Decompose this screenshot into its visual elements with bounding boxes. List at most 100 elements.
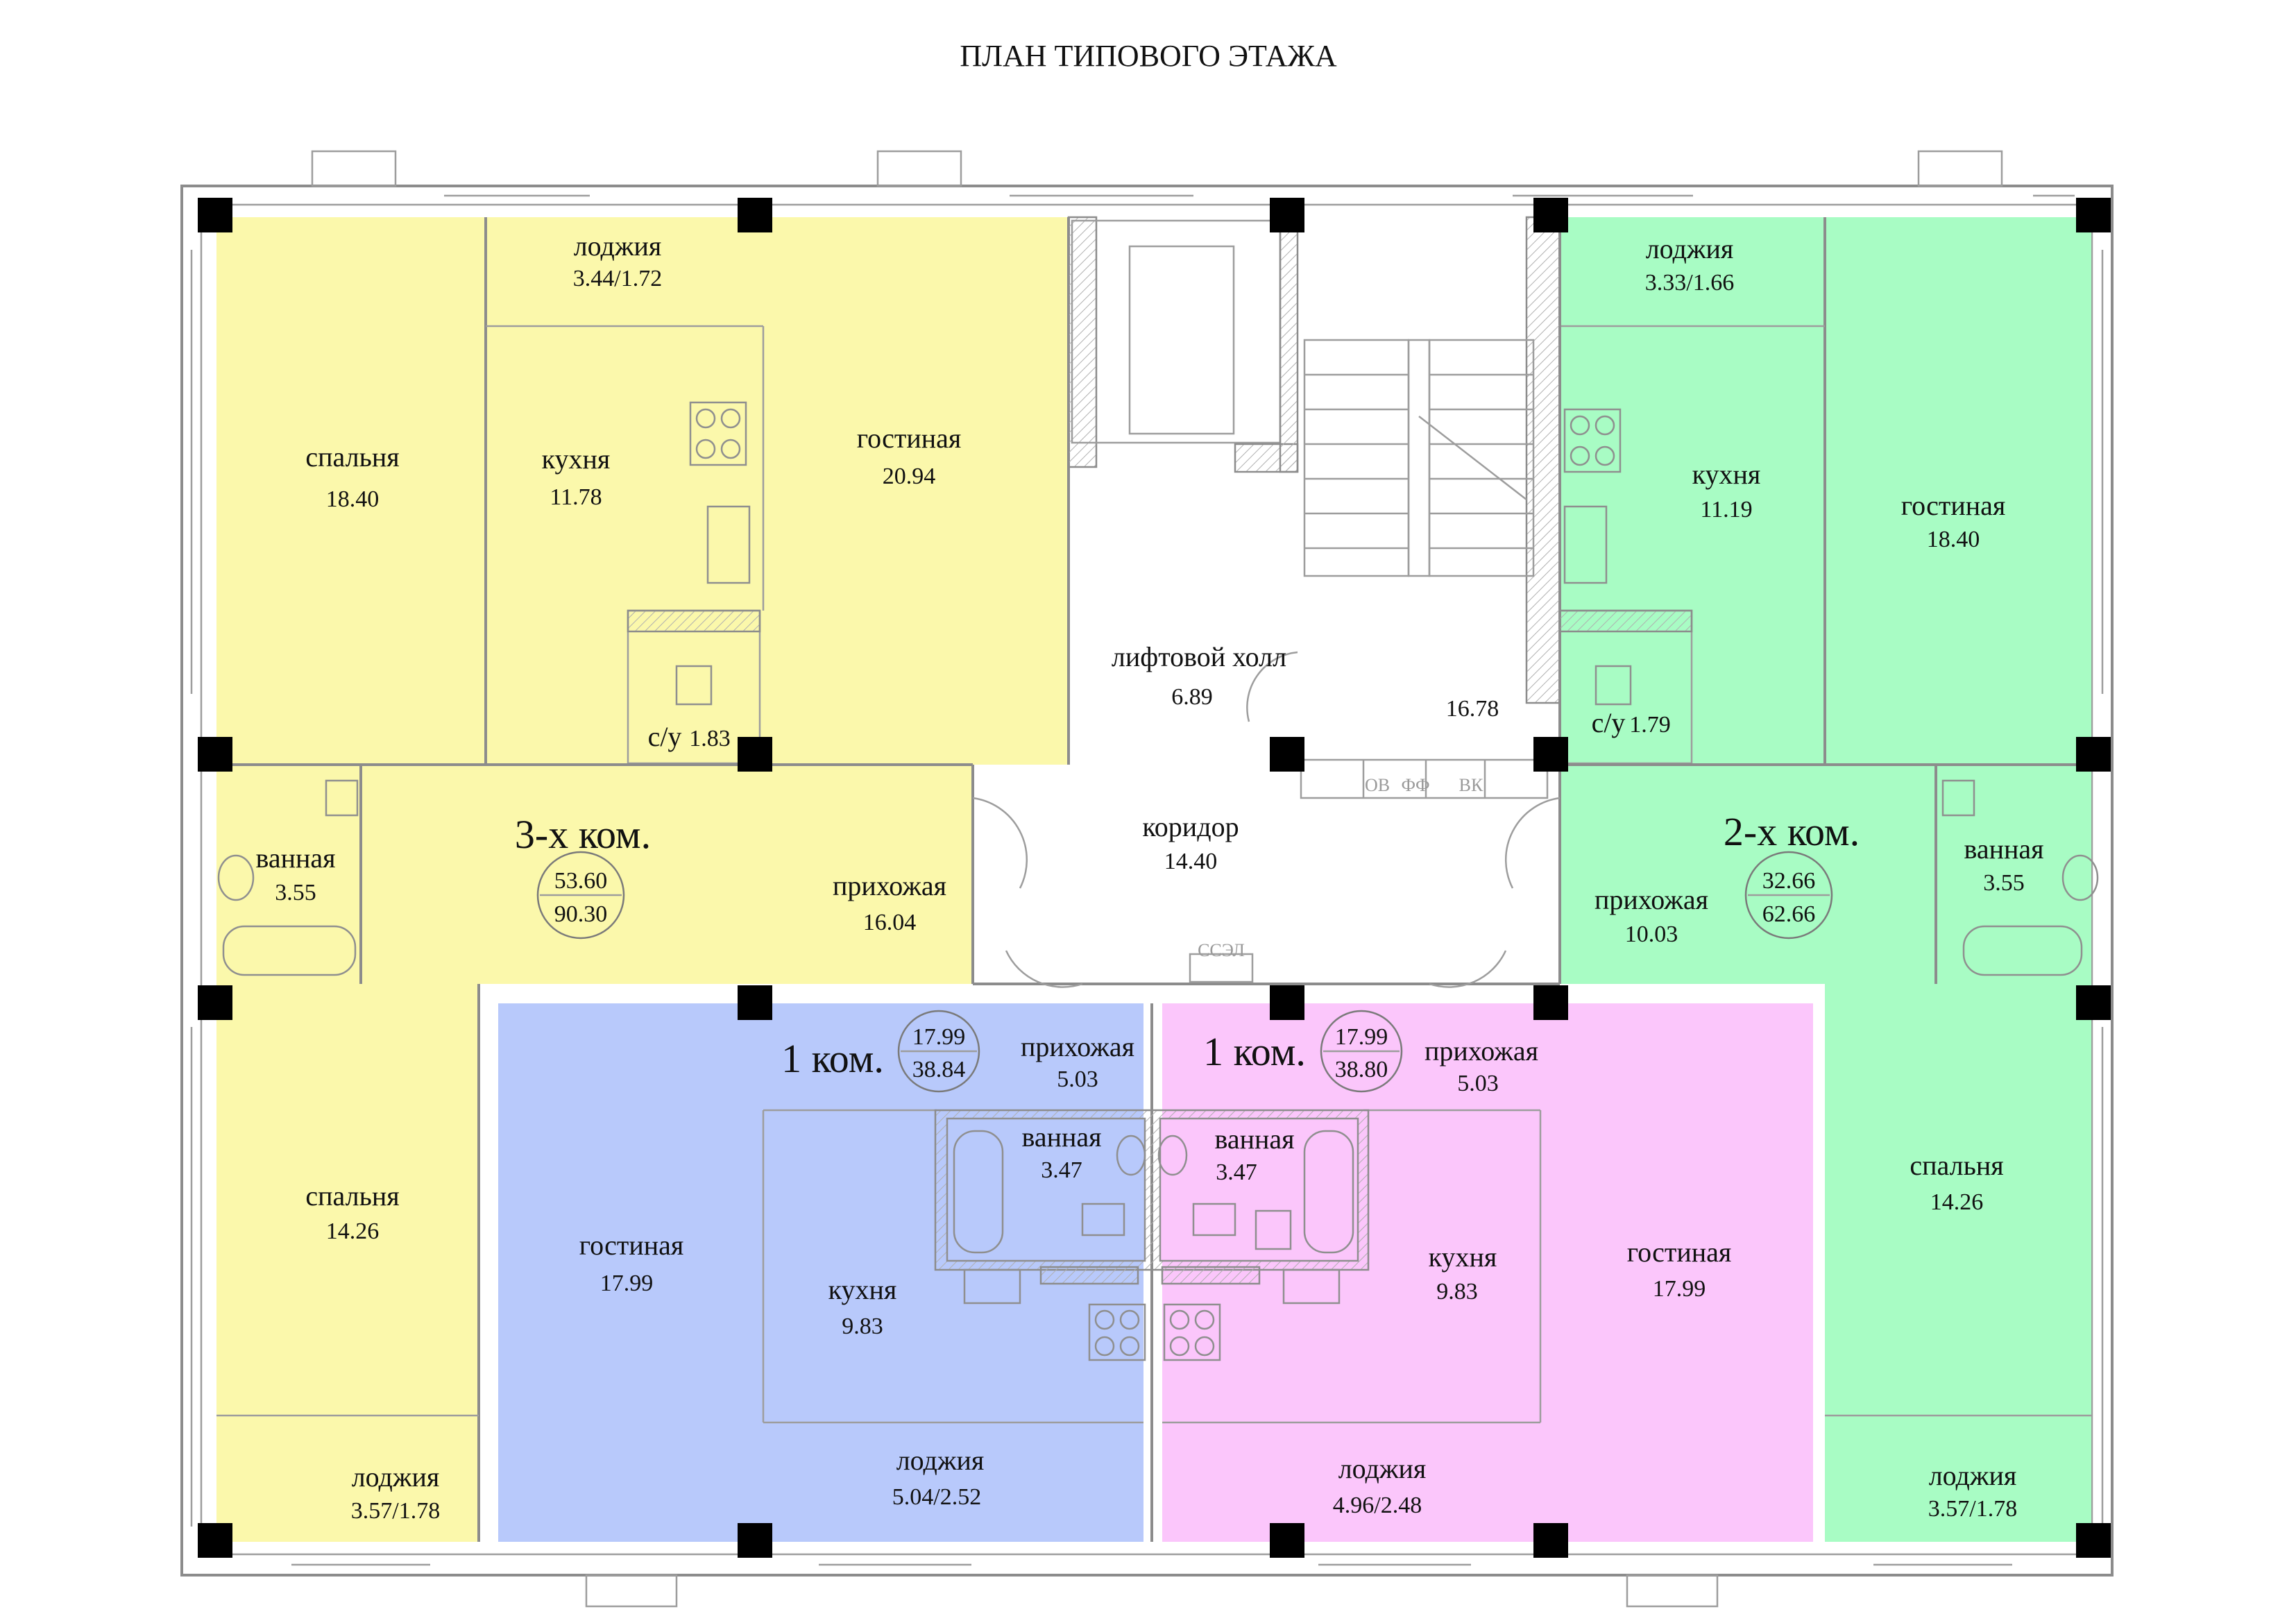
apt1-right-type-label: 1 ком. [1203,1029,1306,1074]
column [2076,198,2111,232]
apt2-bedroom-area: 14.26 [1930,1189,1984,1215]
apt1-left-kitchen-area: 9.83 [842,1314,883,1339]
stair-area: 16.78 [1446,696,1499,722]
corridor-name: коридор [1142,811,1239,842]
apt3-area-circle [536,851,625,940]
apt3-living-area: 20.94 [883,464,936,489]
apt1-left-hall-name: прихожая [1021,1031,1134,1062]
apt2-labels: лоджия 3.33/1.66 кухня 11.19 гостиная 18… [1592,233,2044,1522]
apt1-right-area-total: 38.80 [1335,1057,1388,1082]
apt1-right-hall-area: 5.03 [1457,1071,1499,1096]
apt1-right-area-living: 17.99 [1335,1024,1388,1050]
column [198,198,232,232]
apt1-right-loggia-name: лоджия [1338,1453,1427,1484]
column [198,985,232,1020]
apt2-loggia-top-name: лоджия [1646,233,1734,264]
apartment-zones [216,217,2091,1542]
column [2076,985,2111,1020]
column [1533,985,1568,1020]
column [1533,1523,1568,1558]
apt3-loggia-top-area: 3.44/1.72 [573,266,662,291]
apt3-loggia-bottom-area: 3.57/1.78 [351,1498,440,1524]
apt1-right-loggia-area: 4.96/2.48 [1333,1493,1422,1518]
column [1533,198,1568,232]
interior-walls [216,217,2091,1542]
panel-label: ССЭЛ [1198,940,1245,960]
apt3-kitchen-name: кухня [542,443,611,475]
corridor-area: 14.40 [1164,849,1218,874]
apt1-left-type-label: 1 ком. [781,1036,884,1081]
apt1-left-kitchen-name: кухня [828,1274,897,1305]
apt2-hall-name: прихожая [1595,884,1708,915]
stair-lift-core: ОВ ФФ ВК ССЭЛ [972,216,1561,988]
apt2-loggia-bottom-name: лоджия [1929,1460,2017,1491]
column [738,985,772,1020]
apt3-bath-area: 3.55 [275,880,316,906]
apt2-loggia-bottom-area: 3.57/1.78 [1928,1496,2017,1522]
apt2-area-living: 32.66 [1762,868,1816,894]
apt2-living-name: гостиная [1901,490,2006,521]
shaft-label-ff: ФФ [1401,775,1429,795]
shaft-label-vk: ВК [1459,775,1483,795]
apt3-loggia-bottom-name: лоджия [352,1461,440,1493]
apt3-bedroom2-area: 14.26 [326,1218,380,1244]
apt3-area-living: 53.60 [554,868,608,894]
apt2-bedroom-name: спальня [1910,1150,2003,1181]
apt2-type-label: 2-х ком. [1724,809,1860,854]
apt1-left-area-living: 17.99 [912,1024,966,1050]
apt1-left-bath-name: ванная [1021,1121,1101,1153]
apt1-right-living-name: гостиная [1627,1237,1732,1268]
apt2-area-circle [1744,851,1833,940]
apt2-wc-area: 1.79 [1629,712,1671,738]
columns [198,198,2111,1558]
apt1-right-living-area: 17.99 [1653,1276,1706,1302]
zone-apt3 [216,217,1069,1542]
apt3-loggia-top-name: лоджия [574,230,662,262]
apt2-area-total: 62.66 [1762,901,1816,927]
apt2-bath-name: ванная [1964,833,2043,865]
apt3-wc-area: 1.83 [689,726,731,751]
apt1-left-loggia-area: 5.04/2.52 [892,1484,981,1510]
apt3-living-name: гостиная [857,423,962,454]
column [1270,198,1304,232]
apt1-left-bath-area: 3.47 [1041,1157,1082,1183]
column [738,737,772,772]
column [1270,737,1304,772]
apt1-right-kitchen-area: 9.83 [1436,1279,1478,1305]
apt1-left-loggia-name: лоджия [896,1445,985,1476]
bathroom-blocks [627,609,1693,1285]
apt2-loggia-top-area: 3.33/1.66 [1645,270,1734,296]
fixtures [217,401,2099,1361]
apt2-bath-area: 3.55 [1983,870,2025,896]
apt2-wc-name: с/у [1592,707,1626,738]
apt2-hall-area: 10.03 [1625,921,1678,947]
column [2076,1523,2111,1558]
apt3-type-label: 3-х ком. [515,812,651,857]
outer-walls [180,150,2114,1608]
column [738,1523,772,1558]
apt1-left-area-circle [897,1010,980,1093]
zone-apt1-right [1162,1003,1813,1542]
apt2-living-area: 18.40 [1927,527,1980,552]
apt1-left-hall-area: 5.03 [1057,1067,1098,1092]
apt1-right-area-circle [1320,1010,1403,1093]
column [1270,985,1304,1020]
apt2-kitchen-name: кухня [1692,459,1761,490]
column [2076,737,2111,772]
apt3-bedroom1-area: 18.40 [326,486,380,512]
apt1-right-bath-name: ванная [1214,1123,1294,1155]
apt1-left-living-area: 17.99 [600,1271,654,1296]
apt1-right-hall-name: прихожая [1425,1035,1538,1067]
apt1-left-area-total: 38.84 [912,1057,966,1082]
stair-flights [1303,339,1535,577]
plan-title: ПЛАН ТИПОВОГО ЭТАЖА [960,39,1337,73]
column [738,198,772,232]
apt3-area-total: 90.30 [554,901,608,927]
apt3-bedroom1-name: спальня [305,441,399,473]
common-labels: лифтовой холл 6.89 16.78 коридор 14.40 [1112,641,1499,874]
apt1-left-labels: 1 ком. 17.99 38.84 прихожая 5.03 ванная … [579,1010,1134,1510]
apt3-bedroom2-name: спальня [305,1180,399,1212]
apt1-right-bath-area: 3.47 [1216,1159,1257,1185]
apt2-kitchen-area: 11.19 [1700,497,1752,522]
